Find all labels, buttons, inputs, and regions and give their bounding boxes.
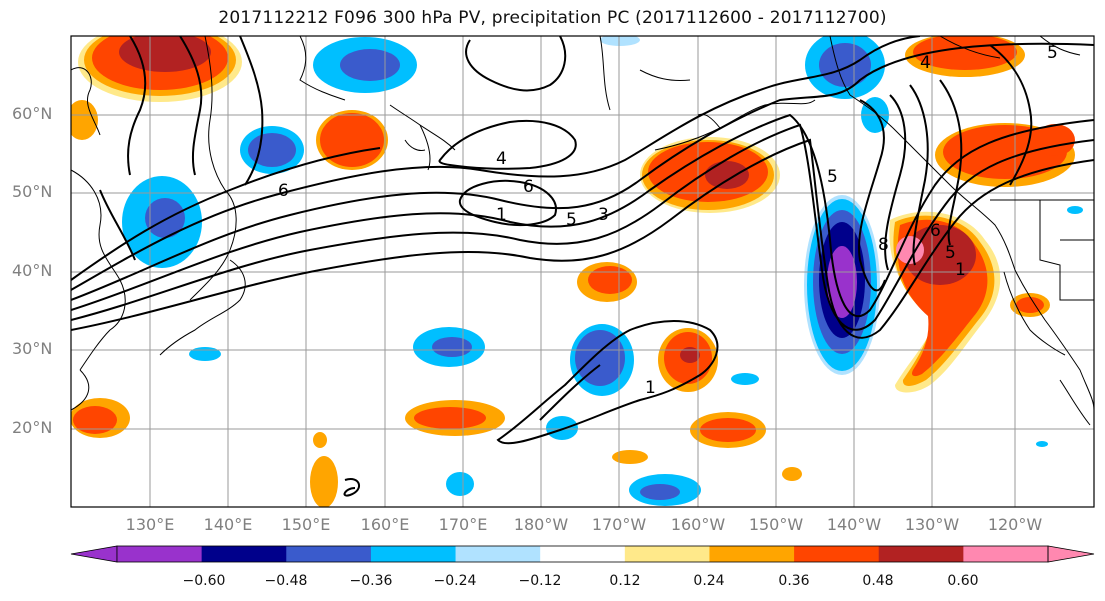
colorbar [70,545,1095,563]
contour-label: 3 [598,205,609,225]
contour-label: 1 [496,205,507,225]
coastlines [71,36,1094,426]
colorbar-segment [878,546,964,562]
lon-label: 130°E [125,515,175,534]
lat-label: 60°N [12,104,53,123]
colorbar-tick-label: −0.36 [349,573,393,589]
colorbar-segment [455,546,541,562]
contour-label: 6 [278,181,289,201]
lon-label: 150°E [281,515,331,534]
contour-label: 5 [1047,43,1058,63]
anomaly-blob-positive [316,110,388,170]
map-frame [70,35,1095,508]
anomaly-blob-positive [577,262,637,302]
lon-label: 180°W [513,515,569,534]
contour-label: 4 [920,53,931,73]
colorbar-tick-label: 0.36 [778,573,810,589]
colorbar-tick-label: 0.60 [947,573,979,589]
contour-label: 8 [878,235,889,255]
colorbar-tick-label: −0.60 [182,573,226,589]
anomaly-blob-positive [690,412,766,448]
colorbar-tick-label: 0.48 [862,573,894,589]
lat-label: 50°N [12,182,53,201]
lon-label: 160°W [670,515,726,534]
anomaly-blob-positive [405,400,505,436]
colorbar-tick-label: −0.24 [433,573,477,589]
anomaly-blob-positive [658,328,718,392]
colorbar-segment [540,546,626,562]
anomaly-blob-negative [546,416,578,440]
anomaly-blob-negative [600,36,640,46]
lon-label: 170°E [438,515,488,534]
anomaly-blob-positive [71,398,130,438]
colorbar-segment [624,546,710,562]
colorbar-min-arrow [70,545,118,563]
colorbar-max-arrow [1047,545,1095,563]
colorbar-segment [709,546,795,562]
lat-label: 40°N [12,261,53,280]
pv-contours [71,36,1094,497]
colorbar-tick-label: 0.24 [693,573,725,589]
colorbar-segment [201,546,287,562]
lon-label: 130°W [904,515,960,534]
contour-label: 6 [930,221,941,241]
contour-label: 6 [523,177,534,197]
pv-contour-labels: 4 6 1 5 3 6 4 5 5 8 6 5 1 1 [278,43,1058,398]
map-title: 2017112212 F096 300 hPa PV, precipitatio… [218,8,887,28]
contour-label: 5 [945,243,956,263]
colorbar-tick-label: −0.12 [518,573,562,589]
contour-label: 1 [955,260,966,280]
anomaly-blob-negative [570,324,634,396]
colorbar-segment [117,546,203,562]
anomaly-blob-negative [446,472,701,506]
colorbar-segment [370,546,457,562]
lon-label: 140°W [826,515,882,534]
colorbar-segment [794,546,880,562]
anomaly-blob-positive [71,100,98,140]
colorbar-frame [116,545,1049,563]
lon-label: 170°W [591,515,647,534]
colorbar-tick-label: −0.48 [264,573,308,589]
colorbar-tick-label: 0.12 [609,573,641,589]
contour-label: 1 [645,378,656,398]
colorbar-segment [286,546,372,562]
anomaly-blob-negative [413,327,485,367]
contour-label: 4 [496,149,507,169]
anomaly-blob-positive [78,36,242,102]
contour-label: 5 [827,167,838,187]
lat-label: 30°N [12,339,53,358]
anomaly-blob-positive [935,123,1075,187]
lon-label: 160°E [360,515,410,534]
lon-label: 120°W [987,515,1043,534]
contour-label: 5 [566,210,577,230]
lon-label: 150°W [748,515,804,534]
lat-label: 20°N [12,418,53,437]
anomaly-blob-positive [310,432,802,507]
anomaly-blob-negative [313,37,417,93]
colorbar-segment [963,546,1049,562]
lon-label: 140°E [203,515,253,534]
